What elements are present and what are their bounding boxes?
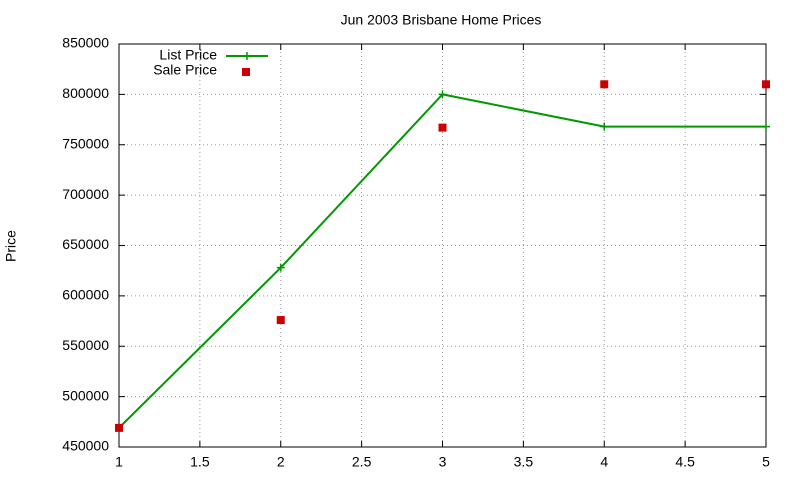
x-tick-label: 2 (277, 454, 285, 470)
legend-label: List Price (159, 47, 217, 63)
y-tick-label: 700000 (62, 186, 109, 202)
data-point (115, 423, 123, 432)
data-point (438, 90, 447, 99)
x-tick-label: 4.5 (675, 454, 695, 470)
y-tick-label: 500000 (62, 387, 109, 403)
legend-marker (242, 68, 250, 76)
x-tick-label: 3.5 (514, 454, 534, 470)
x-tick-label: 1.5 (190, 454, 210, 470)
data-point (600, 122, 609, 131)
x-tick-label: 1 (115, 454, 123, 470)
y-tick-label: 650000 (62, 236, 109, 252)
y-tick-label: 450000 (62, 438, 109, 454)
data-point (276, 263, 285, 272)
data-point (762, 80, 770, 89)
x-tick-label: 4 (600, 454, 608, 470)
data-point (600, 80, 609, 89)
x-tick-label: 5 (762, 454, 770, 470)
data-point (276, 316, 285, 325)
y-axis-label: Price (3, 230, 19, 262)
y-tick-label: 800000 (62, 85, 109, 101)
y-tick-label: 750000 (62, 135, 109, 151)
plot-frame (118, 43, 767, 448)
x-tick-label: 3 (439, 454, 447, 470)
data-point (438, 123, 447, 132)
chart-title: Jun 2003 Brisbane Home Prices (341, 12, 542, 28)
y-tick-label: 600000 (62, 287, 109, 303)
x-tick-label: 2.5 (352, 454, 372, 470)
y-tick-label: 850000 (62, 35, 109, 51)
legend-marker (243, 52, 251, 60)
legend-label: Sale Price (153, 62, 217, 78)
data-point (762, 122, 770, 131)
y-tick-label: 550000 (62, 337, 109, 353)
